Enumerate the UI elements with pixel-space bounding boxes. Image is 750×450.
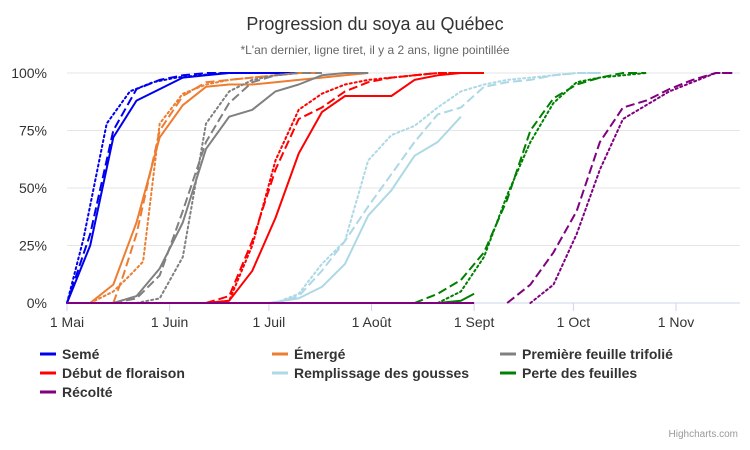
y-tick-label: 50% (19, 180, 47, 196)
series-line-debut-de-floraison-dotted[interactable] (205, 72, 462, 304)
x-tick-label: 1 Juin (151, 314, 188, 330)
legend-label: Émergé (294, 346, 346, 362)
legend-label: Début de floraison (62, 365, 185, 381)
series-line-premiere-feuille-trifolie-dashed[interactable] (113, 72, 322, 304)
legend-label: Première feuille trifolié (522, 346, 673, 362)
legend-item[interactable]: Émergé (272, 346, 346, 362)
chart-credits[interactable]: Highcharts.com (669, 429, 738, 440)
series-line-perte-des-feuilles-dotted[interactable] (436, 72, 648, 304)
series-line-recolte-dashed[interactable] (506, 72, 733, 304)
legend-item[interactable]: Semé (40, 346, 100, 362)
series-line-remplissage-des-gousses-dashed[interactable] (275, 72, 600, 304)
legend-label: Remplissage des gousses (294, 365, 469, 381)
x-tick-label: 1 Mai (50, 314, 84, 330)
series-line-recolte-dotted[interactable] (529, 72, 734, 304)
legend: Semé Émergé Première feuille trifolié Début… (40, 346, 673, 400)
y-tick-label: 100% (11, 65, 47, 81)
legend-item[interactable]: Perte des feuilles (500, 365, 637, 381)
legend-label: Semé (62, 346, 100, 362)
legend-item[interactable]: Récolté (40, 384, 113, 400)
series-line-seme-dotted[interactable] (66, 72, 247, 304)
chart-title: Progression du soya au Québec (246, 14, 503, 34)
series-layer (66, 72, 734, 304)
legend-label: Récolté (62, 384, 113, 400)
x-tick-label: 1 Août (352, 314, 392, 330)
x-tick-label: 1 Sept (454, 314, 495, 330)
series-line-emerge-dotted[interactable] (89, 72, 300, 304)
y-axis: 0% 25% 50% 75% 100% (11, 65, 47, 311)
series-line-premiere-feuille-trifolie-dotted[interactable] (135, 72, 300, 304)
series-line-remplissage-des-gousses-dotted[interactable] (274, 72, 601, 304)
series-line-debut-de-floraison-solid[interactable] (205, 72, 484, 304)
legend-item[interactable]: Début de floraison (40, 365, 185, 381)
y-tick-label: 75% (19, 123, 47, 139)
x-tick-label: 1 Juil (253, 314, 286, 330)
series-line-emerge-solid[interactable] (89, 72, 369, 304)
x-tick-label: 1 Nov (658, 314, 695, 330)
x-tick-label: 1 Oct (557, 314, 591, 330)
series-line-premiere-feuille-trifolie-solid[interactable] (113, 72, 369, 304)
y-tick-label: 0% (27, 295, 47, 311)
legend-label: Perte des feuilles (522, 365, 637, 381)
series-line-remplissage-des-gousses-solid[interactable] (268, 116, 462, 304)
y-tick-label: 25% (19, 238, 47, 254)
chart-subtitle: *L'an dernier, ligne tiret, il y a 2 ans… (240, 43, 509, 57)
legend-item[interactable]: Première feuille trifolié (500, 346, 673, 362)
legend-item[interactable]: Remplissage des gousses (272, 365, 469, 381)
